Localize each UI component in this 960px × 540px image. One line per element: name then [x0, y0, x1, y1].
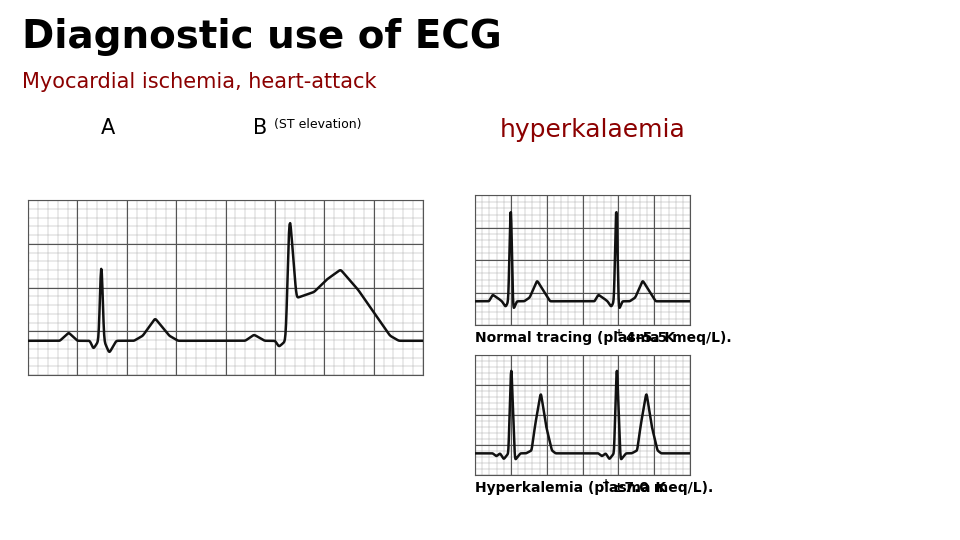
Text: Hyperkalemia (plasma K: Hyperkalemia (plasma K: [475, 481, 666, 495]
Text: B: B: [253, 118, 267, 138]
Text: hyperkalaemia: hyperkalaemia: [500, 118, 685, 142]
Text: Normal tracing (plasma K: Normal tracing (plasma K: [475, 331, 675, 345]
Text: A: A: [101, 118, 115, 138]
Text: ±7.0 meq/L).: ±7.0 meq/L).: [608, 481, 713, 495]
Text: +: +: [615, 328, 623, 338]
Text: Diagnostic use of ECG: Diagnostic use of ECG: [22, 18, 502, 56]
Text: +: +: [602, 478, 611, 488]
Text: Myocardial ischemia, heart-attack: Myocardial ischemia, heart-attack: [22, 72, 376, 92]
Text: (ST elevation): (ST elevation): [270, 118, 362, 131]
Text: 4–5.5 meq/L).: 4–5.5 meq/L).: [621, 331, 732, 345]
